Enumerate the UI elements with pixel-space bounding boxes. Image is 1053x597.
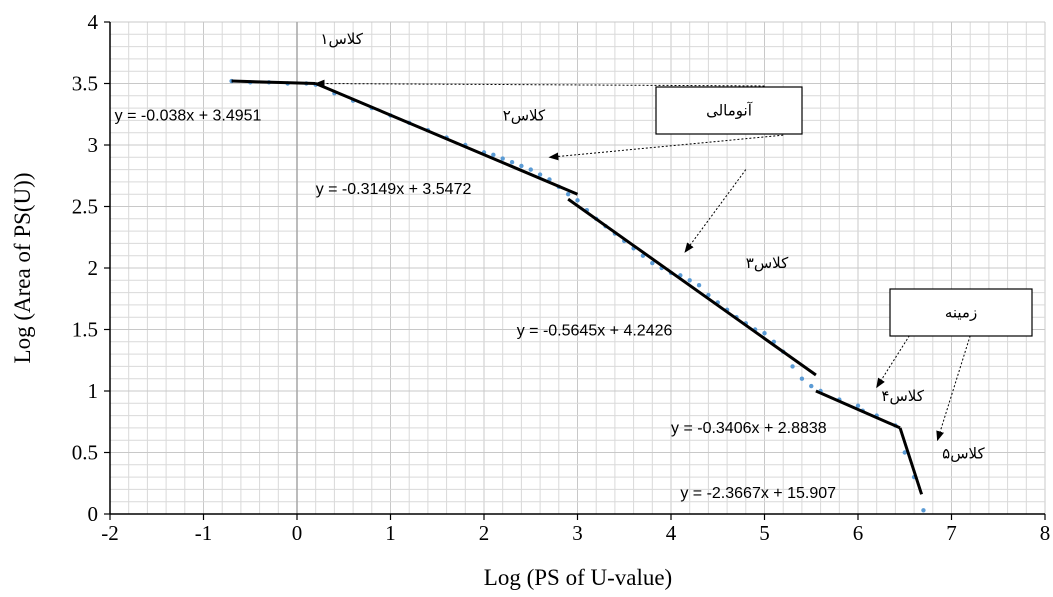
x-tick-label: 8 — [1040, 521, 1051, 545]
x-tick-label: 4 — [666, 521, 677, 545]
equation-label: y = -0.5645x + 4.2426 — [517, 323, 673, 340]
annotation-box — [655, 86, 803, 135]
equation-label: y = -0.3406x + 2.8838 — [671, 420, 827, 437]
data-point — [790, 364, 795, 369]
class-label: کلاس۱ — [320, 30, 363, 48]
y-tick-label: 1.5 — [72, 318, 98, 342]
data-point — [762, 330, 767, 336]
fit-line-segment — [315, 82, 579, 196]
annotation-box — [889, 288, 1033, 337]
data-point — [696, 283, 702, 288]
data-point — [855, 403, 861, 408]
y-tick-label: 2.5 — [72, 195, 98, 219]
y-tick-label: 0 — [88, 502, 99, 526]
annotation-arrow — [936, 335, 971, 442]
data-point — [902, 450, 907, 455]
annotation-box-label: آنومالی — [706, 102, 753, 120]
data-point — [575, 198, 580, 203]
fit-line-segment — [231, 79, 316, 85]
data-point — [500, 156, 505, 161]
class-label: کلاس۲ — [503, 106, 546, 124]
y-tick-label: 1 — [88, 379, 99, 403]
x-tick-label: 2 — [479, 521, 490, 545]
equation-label: y = -2.3667x + 15.907 — [680, 485, 836, 502]
annotation-arrows — [314, 79, 971, 442]
annotation-box-label: زمینه — [945, 304, 977, 322]
tick-labels: -2 -1 0 1 2 3 4 5 6 7 8 0 0.5 1 1.5 2 2.5 3 3.5 4 — [72, 10, 1051, 545]
y-tick-label: 3 — [88, 133, 99, 157]
fit-line-segment — [898, 427, 924, 495]
data-point — [799, 376, 805, 381]
data-point — [491, 152, 496, 158]
x-tick-label: -2 — [101, 521, 119, 545]
x-tick-label: -1 — [195, 521, 213, 545]
x-tick-label: 0 — [292, 521, 303, 545]
equation-label: y = -0.3149x + 3.5472 — [316, 181, 472, 198]
data-point — [650, 260, 655, 266]
y-tick-label: 2 — [88, 256, 99, 280]
x-axis-title: Log (PS of U-value) — [484, 565, 672, 590]
y-tick-label: 0.5 — [72, 441, 98, 465]
grid — [109, 21, 1046, 515]
y-tick-label: 3.5 — [72, 72, 98, 96]
data-point — [519, 163, 524, 169]
fit-line-segment — [815, 389, 901, 430]
fit-line-segment — [567, 197, 817, 377]
class-label: کلاس۳ — [746, 254, 789, 272]
x-tick-label: 6 — [853, 521, 864, 545]
data-point — [809, 383, 814, 389]
axes — [104, 21, 1046, 520]
data-point — [537, 172, 543, 177]
data-point — [921, 508, 926, 513]
x-tick-label: 7 — [946, 521, 957, 545]
class-label: کلاس۴ — [881, 387, 924, 405]
x-tick-label: 3 — [572, 521, 583, 545]
equation-label: y = -0.038x + 3.4951 — [115, 107, 262, 124]
annotation-arrow — [684, 169, 747, 253]
annotation-arrow — [876, 335, 910, 389]
annotation-arrow — [548, 134, 784, 161]
annotations: y = -0.038x + 3.4951 y = -0.3149x + 3.547… — [115, 30, 1033, 502]
data-point — [565, 192, 571, 197]
fit-lines — [231, 79, 924, 495]
x-tick-label: 5 — [759, 521, 770, 545]
data-point — [687, 278, 692, 283]
annotation-arrow — [314, 79, 765, 88]
class-label: کلاس۵ — [942, 445, 985, 463]
y-axis-title: Log (Area of PS(U)) — [10, 173, 35, 364]
x-tick-label: 1 — [385, 521, 396, 545]
y-tick-label: 4 — [88, 10, 99, 34]
data-point — [509, 160, 515, 165]
data-point — [528, 167, 533, 172]
